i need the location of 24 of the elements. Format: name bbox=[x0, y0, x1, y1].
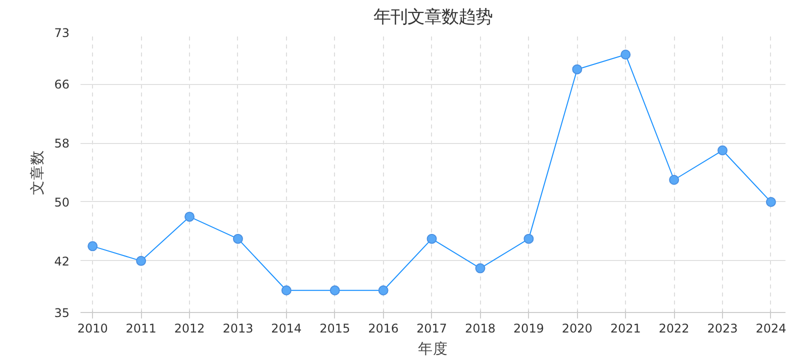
y-axis-title: 文章数 bbox=[29, 150, 46, 195]
x-tick-label: 2014 bbox=[271, 322, 302, 336]
x-tick-label: 2010 bbox=[77, 322, 108, 336]
x-tick-label: 2013 bbox=[222, 322, 254, 336]
x-tick-label: 2020 bbox=[562, 322, 592, 336]
x-tick-label: 2023 bbox=[707, 322, 738, 336]
x-tick-label: 2012 bbox=[174, 322, 205, 336]
x-axis-title: 年度 bbox=[418, 340, 448, 358]
y-tick-label: 42 bbox=[54, 254, 70, 268]
y-tick-label: 50 bbox=[54, 195, 70, 210]
x-tick-label: 2019 bbox=[513, 322, 544, 336]
y-tick-label: 35 bbox=[54, 306, 70, 320]
y-tick-label: 73 bbox=[54, 26, 70, 40]
x-tick-label: 2018 bbox=[464, 322, 496, 336]
x-tick-label: 2017 bbox=[416, 322, 448, 336]
x-tick-label: 2024 bbox=[756, 322, 786, 336]
x-tick-label: 2015 bbox=[320, 322, 350, 336]
chart-title: 年刊文章数趋势 bbox=[374, 8, 492, 28]
y-tick-label: 58 bbox=[54, 136, 70, 151]
x-tick-label: 2011 bbox=[126, 322, 156, 336]
x-tick-label: 2016 bbox=[368, 322, 399, 336]
x-tick-label: 2021 bbox=[610, 322, 641, 336]
x-tick-label: 2022 bbox=[658, 322, 690, 336]
y-tick-label: 66 bbox=[54, 78, 70, 92]
